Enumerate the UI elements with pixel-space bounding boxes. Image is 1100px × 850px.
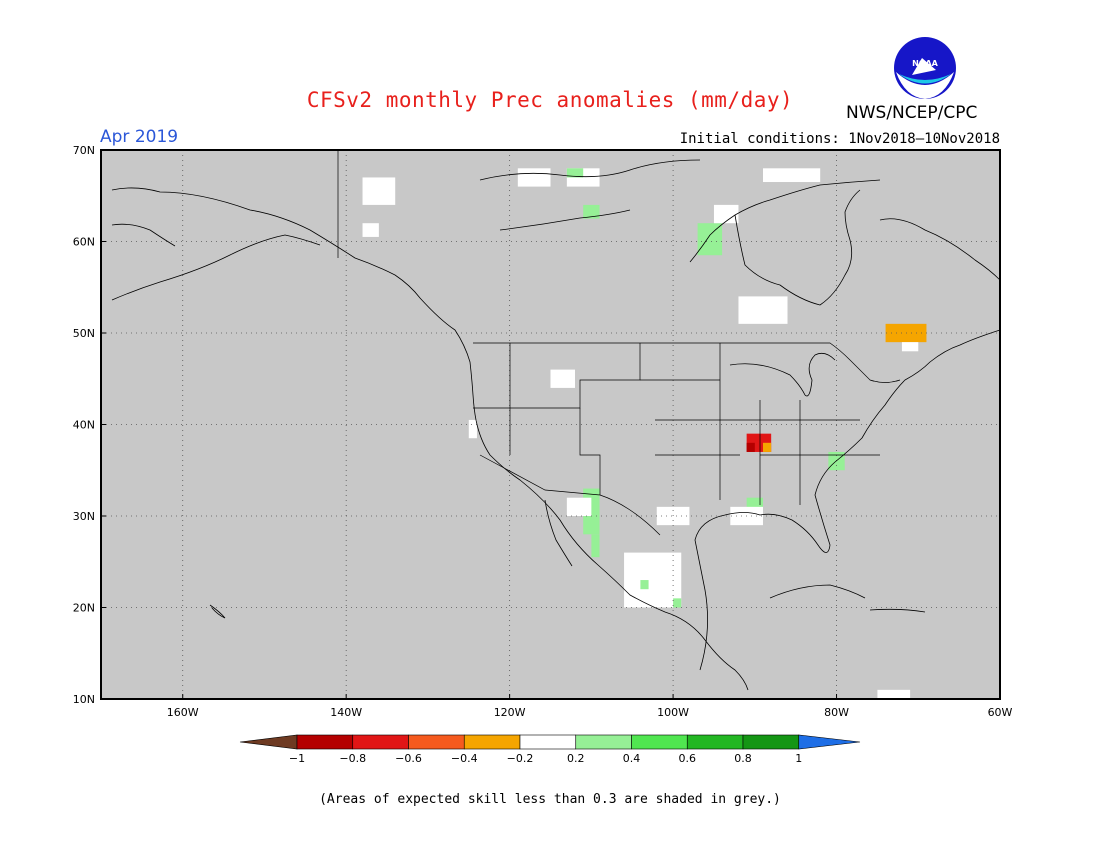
initial-conditions: Initial conditions: 1Nov2018–10Nov2018: [679, 131, 1000, 147]
map-border: [100, 149, 1001, 700]
anomaly-region: [713, 204, 739, 224]
anomaly-region: [877, 689, 911, 704]
anomaly-region: [673, 598, 682, 608]
colorbar: −1 −0.8 −0.6 −0.4 −0.2 0.2 0.4 0.6 0.8 1: [239, 734, 861, 765]
colorbar-segment: [352, 734, 409, 750]
anomaly-region: [762, 442, 772, 452]
lat-tick-label: 50N: [73, 327, 95, 340]
colorbar-arrow-high: [798, 734, 861, 750]
coastlines: [111, 159, 1001, 691]
political-borders: [337, 150, 901, 536]
colorbar-segment: [575, 734, 632, 750]
anomaly-region: [762, 168, 821, 183]
anomaly-cells: [362, 168, 927, 704]
lon-tick-label: 160W: [167, 706, 199, 719]
colorbar-segment: [463, 734, 521, 750]
anomaly-region: [550, 369, 576, 388]
anomaly-region: [468, 419, 477, 439]
anomaly-region: [624, 552, 682, 608]
lat-tick-label: 10N: [73, 693, 95, 706]
colorbar-segment: [519, 734, 577, 750]
anomaly-region: [738, 296, 788, 324]
colorbar-segment: [686, 734, 744, 750]
org-label: NWS/NCEP/CPC: [846, 103, 978, 123]
colorbar-tick-label: 0.4: [623, 752, 641, 765]
lat-tick-label: 60N: [73, 236, 95, 249]
colorbar-segment: [631, 734, 688, 750]
colorbar-tick-label: 0.8: [734, 752, 752, 765]
colorbar-segment: [742, 734, 800, 750]
colorbar-arrow-low: [239, 734, 298, 750]
colorbar-tick-label: −0.6: [395, 752, 422, 765]
anomaly-region: [583, 204, 600, 219]
lat-tick-label: 30N: [73, 510, 95, 523]
anomaly-region: [746, 442, 755, 452]
colorbar-tick-label: −0.4: [451, 752, 478, 765]
forecast-month: Apr 2019: [100, 127, 179, 147]
lon-tick-label: 120W: [494, 706, 526, 719]
colorbar-tick-label: −0.2: [507, 752, 534, 765]
anomaly-region: [591, 534, 600, 558]
lat-tick-label: 20N: [73, 602, 95, 615]
lon-tick-label: 60W: [988, 706, 1013, 719]
colorbar-tick-label: 0.2: [567, 752, 585, 765]
colorbar-tick-label: 1: [795, 752, 802, 765]
noaa-logo: NOAA: [894, 37, 956, 99]
colorbar-segment: [408, 734, 465, 750]
noaa-logo-text: NOAA: [912, 59, 938, 68]
anomaly-region: [362, 223, 379, 237]
colorbar-tick-label: 0.6: [679, 752, 697, 765]
anomaly-region: [697, 223, 723, 256]
anomaly-region: [566, 168, 584, 178]
graticule: 70N 60N 50N 40N 30N 20N 10N 160W 140W 120W 100W 80W…: [73, 144, 1013, 719]
lat-tick-label: 40N: [73, 419, 95, 432]
colorbar-tick-label: −1: [289, 752, 305, 765]
anomaly-region: [901, 342, 919, 352]
skill-footnote: (Areas of expected skill less than 0.3 a…: [319, 792, 781, 807]
chart-title: CFSv2 monthly Prec anomalies (mm/day): [306, 88, 794, 112]
colorbar-segment: [296, 734, 354, 750]
anomaly-region: [566, 497, 592, 516]
lat-tick-label: 70N: [73, 144, 95, 157]
lon-tick-label: 140W: [330, 706, 362, 719]
lon-tick-label: 100W: [657, 706, 689, 719]
map-background: [101, 150, 1000, 699]
colorbar-tick-label: −0.8: [339, 752, 366, 765]
lon-tick-label: 80W: [824, 706, 849, 719]
anomaly-region: [517, 168, 551, 187]
anomaly-region: [640, 580, 649, 590]
anomaly-region: [362, 177, 396, 205]
